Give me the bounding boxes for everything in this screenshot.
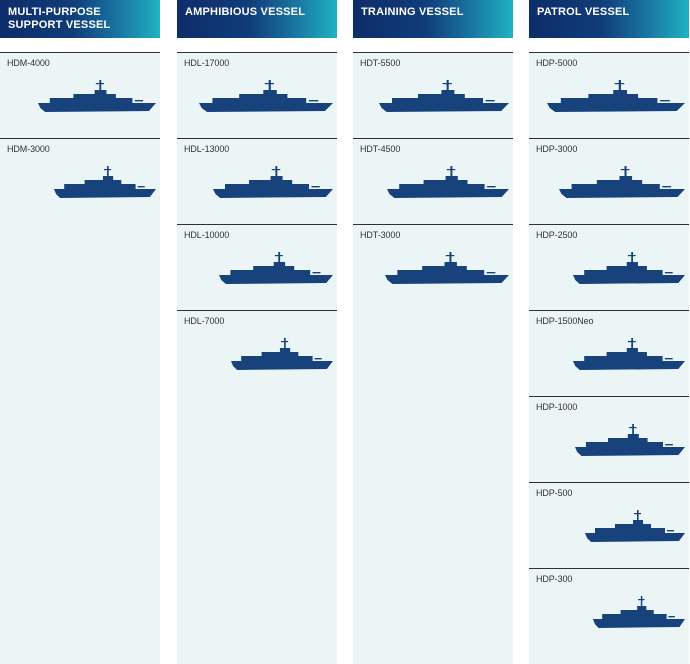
vessel-model-label: HDL-13000: [184, 144, 230, 154]
ship-silhouette-icon: [593, 596, 685, 628]
ship-silhouette-icon: [547, 80, 685, 112]
ship-silhouette-icon: [573, 338, 685, 370]
ship-silhouette-icon: [585, 510, 685, 542]
vessel-card[interactable]: HDP-5000: [529, 52, 689, 138]
vessel-model-label: HDP-500: [536, 488, 573, 498]
category-column: MULTI-PURPOSE SUPPORT VESSEL HDM-4000 HDM-3…: [0, 0, 160, 664]
category-heading-line: SUPPORT VESSEL: [8, 19, 111, 31]
vessel-model-label: HDL-10000: [184, 230, 230, 240]
vessel-card[interactable]: HDT-3000: [353, 224, 513, 310]
ship-silhouette-icon: [54, 166, 156, 198]
category-heading-line: TRAINING VESSEL: [361, 6, 464, 18]
category-column: PATROL VESSEL HDP-5000 HDP-3000 HDP-2500 HDP…: [529, 0, 689, 664]
vessel-model-label: HDT-4500: [360, 144, 401, 154]
vessel-card[interactable]: HDT-5500: [353, 52, 513, 138]
heading-spacer: [0, 38, 160, 52]
heading-spacer: [177, 38, 337, 52]
vessel-card[interactable]: HDP-2500: [529, 224, 689, 310]
ship-silhouette-icon: [379, 80, 509, 112]
vessel-model-label: HDT-5500: [360, 58, 401, 68]
vessel-card[interactable]: HDM-4000: [0, 52, 160, 138]
vessel-card[interactable]: HDP-300: [529, 568, 689, 654]
category-heading: TRAINING VESSEL: [353, 0, 513, 38]
vessel-model-label: HDP-2500: [536, 230, 578, 240]
category-heading-line: MULTI-PURPOSE: [8, 6, 101, 18]
ship-silhouette-icon: [387, 166, 509, 198]
category-column: AMPHIBIOUS VESSEL HDL-17000 HDL-13000 HDL-1…: [177, 0, 337, 664]
vessel-model-label: HDP-3000: [536, 144, 578, 154]
vessel-card[interactable]: HDP-1000: [529, 396, 689, 482]
vessel-card[interactable]: HDL-7000: [177, 310, 337, 396]
heading-spacer: [353, 38, 513, 52]
ship-silhouette-icon: [213, 166, 333, 198]
category-column: TRAINING VESSEL HDT-5500 HDT-4500 HDT-3000: [353, 0, 513, 664]
vessel-model-label: HDT-3000: [360, 230, 401, 240]
category-heading: PATROL VESSEL: [529, 0, 689, 38]
vessel-card[interactable]: HDL-17000: [177, 52, 337, 138]
category-heading-line: PATROL VESSEL: [537, 6, 630, 18]
vessel-model-label: HDP-5000: [536, 58, 578, 68]
vessel-card[interactable]: HDL-10000: [177, 224, 337, 310]
heading-spacer: [529, 38, 689, 52]
vessel-card[interactable]: HDT-4500: [353, 138, 513, 224]
ship-silhouette-icon: [231, 338, 333, 370]
ship-silhouette-icon: [575, 424, 685, 456]
vessel-model-label: HDP-1500Neo: [536, 316, 594, 326]
ship-silhouette-icon: [559, 166, 685, 198]
vessel-card[interactable]: HDP-500: [529, 482, 689, 568]
vessel-card[interactable]: HDL-13000: [177, 138, 337, 224]
ship-silhouette-icon: [38, 80, 156, 112]
category-heading: MULTI-PURPOSE SUPPORT VESSEL: [0, 0, 160, 38]
category-heading-line: AMPHIBIOUS VESSEL: [185, 6, 306, 18]
vessel-card[interactable]: HDM-3000: [0, 138, 160, 224]
vessel-card[interactable]: HDP-1500Neo: [529, 310, 689, 396]
category-heading: AMPHIBIOUS VESSEL: [177, 0, 337, 38]
vessel-model-label: HDM-3000: [7, 144, 50, 154]
vessel-card[interactable]: HDP-3000: [529, 138, 689, 224]
vessel-model-label: HDM-4000: [7, 58, 50, 68]
vessel-model-label: HDP-1000: [536, 402, 578, 412]
vessel-model-label: HDL-7000: [184, 316, 225, 326]
ship-silhouette-icon: [199, 80, 333, 112]
ship-silhouette-icon: [573, 252, 685, 284]
ship-silhouette-icon: [385, 252, 509, 284]
vessel-model-label: HDL-17000: [184, 58, 230, 68]
ship-silhouette-icon: [219, 252, 333, 284]
vessel-model-label: HDP-300: [536, 574, 573, 584]
